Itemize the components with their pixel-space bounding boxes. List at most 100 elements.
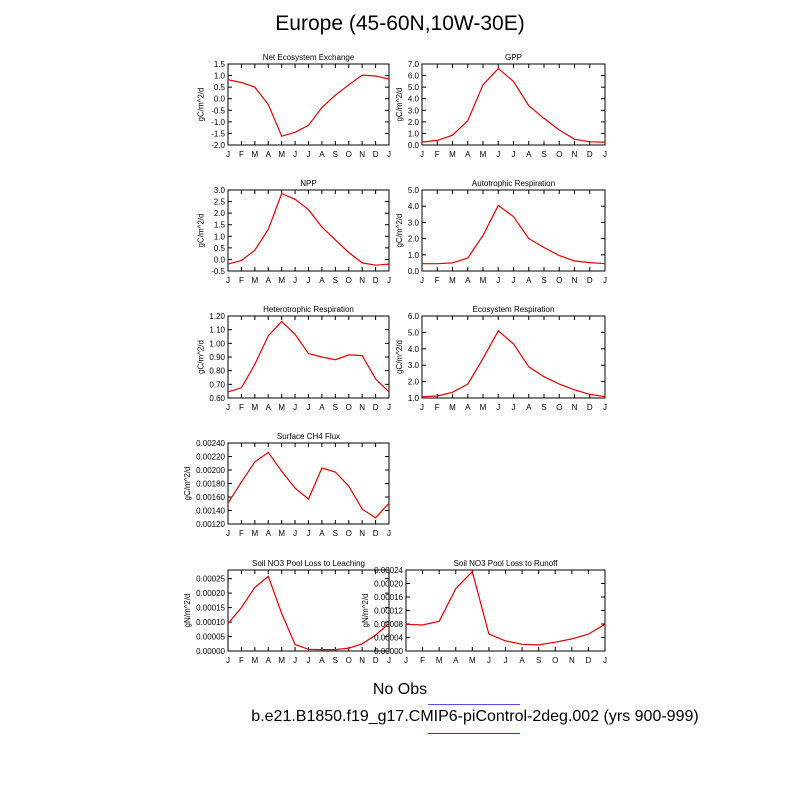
y-tick-label: 2.5 bbox=[214, 198, 226, 207]
plot-frame bbox=[227, 63, 390, 146]
y-tick-label: 0.00020 bbox=[374, 580, 403, 589]
panel-title: Soil NO3 Pool Loss to Leaching bbox=[252, 559, 365, 568]
x-tick-label: J bbox=[404, 656, 408, 665]
y-tick-label: 1.0 bbox=[408, 251, 420, 260]
y-axis-label: gC/m^2/d bbox=[197, 214, 206, 248]
y-tick-label: 1.00 bbox=[209, 339, 225, 348]
x-tick-label: J bbox=[603, 150, 607, 159]
y-axis-label: gC/m^2/d bbox=[197, 340, 206, 374]
x-tick-label: J bbox=[307, 656, 311, 665]
y-tick-label: 1.0 bbox=[408, 394, 420, 403]
x-tick-label: S bbox=[333, 529, 338, 538]
y-tick-label: 1.20 bbox=[209, 312, 225, 321]
chart-panel: Surface CH4 Flux 0.00240 0.00220 0.00200 0.0… bbox=[183, 432, 391, 538]
x-tick-label: A bbox=[526, 150, 532, 159]
x-tick-label: M bbox=[436, 656, 443, 665]
plot-frame bbox=[227, 442, 390, 525]
x-tick-label: A bbox=[526, 276, 532, 285]
x-tick-label: J bbox=[387, 529, 391, 538]
x-tick-label: M bbox=[278, 150, 285, 159]
y-tick-label: 0.00200 bbox=[196, 466, 225, 475]
x-tick-label: M bbox=[480, 150, 487, 159]
x-tick-label: O bbox=[552, 656, 558, 665]
x-tick-label: F bbox=[239, 529, 244, 538]
x-tick-label: M bbox=[480, 276, 487, 285]
x-tick-label: A bbox=[266, 276, 272, 285]
x-tick-label: S bbox=[541, 403, 546, 412]
x-tick-label: N bbox=[359, 529, 365, 538]
y-tick-label: 0.5 bbox=[214, 244, 226, 253]
x-tick-label: J bbox=[293, 656, 297, 665]
x-tick-label: M bbox=[449, 276, 456, 285]
y-tick-label: 0.00240 bbox=[196, 439, 225, 448]
x-tick-label: A bbox=[266, 656, 272, 665]
x-tick-label: D bbox=[373, 656, 379, 665]
x-tick-label: J bbox=[420, 403, 424, 412]
y-tick-label: 1.10 bbox=[209, 326, 225, 335]
x-tick-label: O bbox=[346, 529, 352, 538]
y-tick-label: 0.00012 bbox=[374, 607, 403, 616]
plot-frame bbox=[227, 189, 390, 272]
y-tick-label: 0.00005 bbox=[196, 633, 225, 642]
x-tick-label: D bbox=[373, 403, 379, 412]
x-tick-label: J bbox=[504, 656, 508, 665]
x-tick-label: O bbox=[346, 403, 352, 412]
y-tick-label: 0.5 bbox=[214, 83, 226, 92]
y-tick-label: 4.0 bbox=[408, 202, 420, 211]
x-tick-label: S bbox=[333, 276, 338, 285]
x-tick-label: S bbox=[541, 150, 546, 159]
x-tick-label: M bbox=[278, 656, 285, 665]
x-tick-label: J bbox=[307, 403, 311, 412]
y-tick-label: 4.0 bbox=[408, 95, 420, 104]
x-tick-label: A bbox=[319, 403, 325, 412]
x-tick-label: F bbox=[239, 276, 244, 285]
plot-frame bbox=[227, 315, 390, 399]
x-tick-label: O bbox=[556, 403, 562, 412]
y-tick-label: 0.60 bbox=[209, 394, 225, 403]
series-line bbox=[227, 451, 390, 519]
chart-panel: Autotrophic Respiration 5.0 4.0 3.0 2.0 1.0 0.… bbox=[395, 179, 607, 285]
x-tick-label: A bbox=[266, 403, 272, 412]
x-tick-label: J bbox=[293, 150, 297, 159]
x-tick-label: J bbox=[496, 276, 500, 285]
x-tick-label: N bbox=[359, 276, 365, 285]
x-tick-label: J bbox=[603, 656, 607, 665]
y-tick-label: -1.5 bbox=[211, 129, 225, 138]
x-tick-label: F bbox=[435, 276, 440, 285]
chart-panel: Heterotrophic Respiration 1.20 1.10 1.00 0.9… bbox=[197, 305, 391, 412]
y-tick-label: -0.5 bbox=[211, 267, 225, 276]
y-tick-label: 7.0 bbox=[408, 60, 420, 69]
y-tick-label: 5.0 bbox=[408, 328, 420, 337]
plot-frame bbox=[421, 315, 606, 399]
series-line bbox=[422, 204, 606, 265]
x-tick-label: J bbox=[226, 529, 230, 538]
x-tick-label: J bbox=[293, 529, 297, 538]
x-tick-label: M bbox=[278, 276, 285, 285]
series-line bbox=[227, 192, 390, 266]
x-tick-label: J bbox=[512, 276, 516, 285]
legend-model-line bbox=[428, 733, 520, 734]
y-tick-label: 0.0 bbox=[408, 267, 420, 276]
y-tick-label: 0.00015 bbox=[196, 604, 225, 613]
x-tick-label: M bbox=[251, 150, 258, 159]
x-tick-label: O bbox=[556, 150, 562, 159]
x-tick-label: A bbox=[319, 150, 325, 159]
series-line bbox=[405, 570, 606, 646]
y-tick-label: 0.90 bbox=[209, 353, 225, 362]
y-tick-label: 0.00160 bbox=[196, 493, 225, 502]
y-tick-label: 2.0 bbox=[214, 209, 226, 218]
y-axis-label: gN/m^2/d bbox=[361, 594, 370, 628]
page-title: Europe (45-60N,10W-30E) bbox=[275, 12, 525, 35]
x-tick-label: M bbox=[251, 656, 258, 665]
x-tick-label: F bbox=[435, 403, 440, 412]
y-tick-label: 1.0 bbox=[214, 232, 226, 241]
x-tick-label: M bbox=[251, 276, 258, 285]
y-tick-label: 5.0 bbox=[408, 186, 420, 195]
series-line bbox=[227, 320, 390, 393]
x-tick-label: M bbox=[278, 529, 285, 538]
x-tick-label: J bbox=[603, 403, 607, 412]
x-tick-label: N bbox=[359, 656, 365, 665]
y-tick-label: -0.5 bbox=[211, 106, 225, 115]
